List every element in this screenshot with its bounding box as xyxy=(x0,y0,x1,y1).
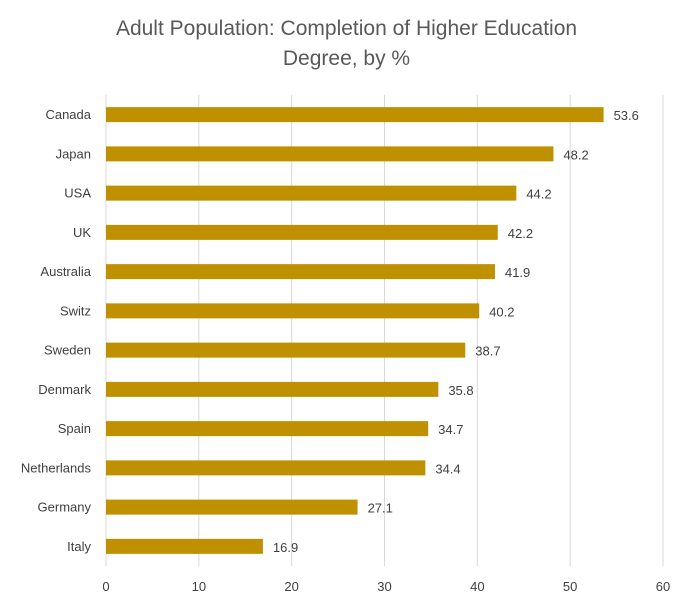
x-tick-label: 10 xyxy=(192,579,206,594)
data-label: 38.7 xyxy=(475,344,500,359)
bar xyxy=(106,224,498,240)
category-label: Sweden xyxy=(44,343,91,358)
category-label: Netherlands xyxy=(21,460,92,475)
x-tick-label: 40 xyxy=(470,579,484,594)
bar xyxy=(106,185,517,201)
bar xyxy=(106,460,426,476)
data-label: 27.1 xyxy=(368,501,393,516)
bar xyxy=(106,499,358,515)
data-label: 34.7 xyxy=(438,422,463,437)
category-label: Canada xyxy=(45,107,91,122)
data-label: 44.2 xyxy=(526,187,551,202)
data-label: 34.4 xyxy=(435,461,460,476)
bar xyxy=(106,107,604,123)
category-label: Germany xyxy=(38,500,92,515)
value-labels: 53.6 48.2 44.2 42.2 41.9 40.2 38.7 35.8 34.7 34.4… xyxy=(273,108,639,555)
data-label: 48.2 xyxy=(563,147,588,162)
data-label: 35.8 xyxy=(448,383,473,398)
gridlines xyxy=(105,95,664,566)
x-tick-label: 20 xyxy=(284,579,298,594)
bar xyxy=(106,421,429,437)
chart-title: Adult Population: Completion of Higher E… xyxy=(0,14,693,74)
x-tick-label: 50 xyxy=(563,579,577,594)
data-label: 53.6 xyxy=(614,108,639,123)
category-label: Switz xyxy=(60,303,91,318)
category-label: USA xyxy=(64,186,91,201)
category-label: Australia xyxy=(40,264,91,279)
bars xyxy=(106,107,604,554)
bar xyxy=(106,342,466,358)
data-label: 41.9 xyxy=(505,265,530,280)
bar xyxy=(106,538,263,554)
data-label: 42.2 xyxy=(508,226,533,241)
data-label: 16.9 xyxy=(273,540,298,555)
category-label: Japan xyxy=(56,146,91,161)
category-label: Italy xyxy=(67,539,91,554)
chart-title-line-1: Adult Population: Completion of Higher E… xyxy=(115,17,578,40)
category-label: UK xyxy=(73,225,91,240)
bar xyxy=(106,381,439,397)
category-labels: Canada Japan USA UK Australia Switz Sweden Denm… xyxy=(21,107,92,554)
chart-title-line-2: Degree, by % xyxy=(282,47,411,70)
x-tick-labels: 0 10 20 30 40 50 60 xyxy=(102,579,670,594)
data-label: 40.2 xyxy=(489,304,514,319)
x-tick-label: 30 xyxy=(377,579,391,594)
bar xyxy=(106,264,495,280)
category-label: Denmark xyxy=(38,382,91,397)
bar xyxy=(106,146,554,162)
category-label: Spain xyxy=(58,421,91,436)
x-tick-label: 0 xyxy=(102,579,109,594)
x-tick-label: 60 xyxy=(656,579,670,594)
bar xyxy=(106,303,480,319)
